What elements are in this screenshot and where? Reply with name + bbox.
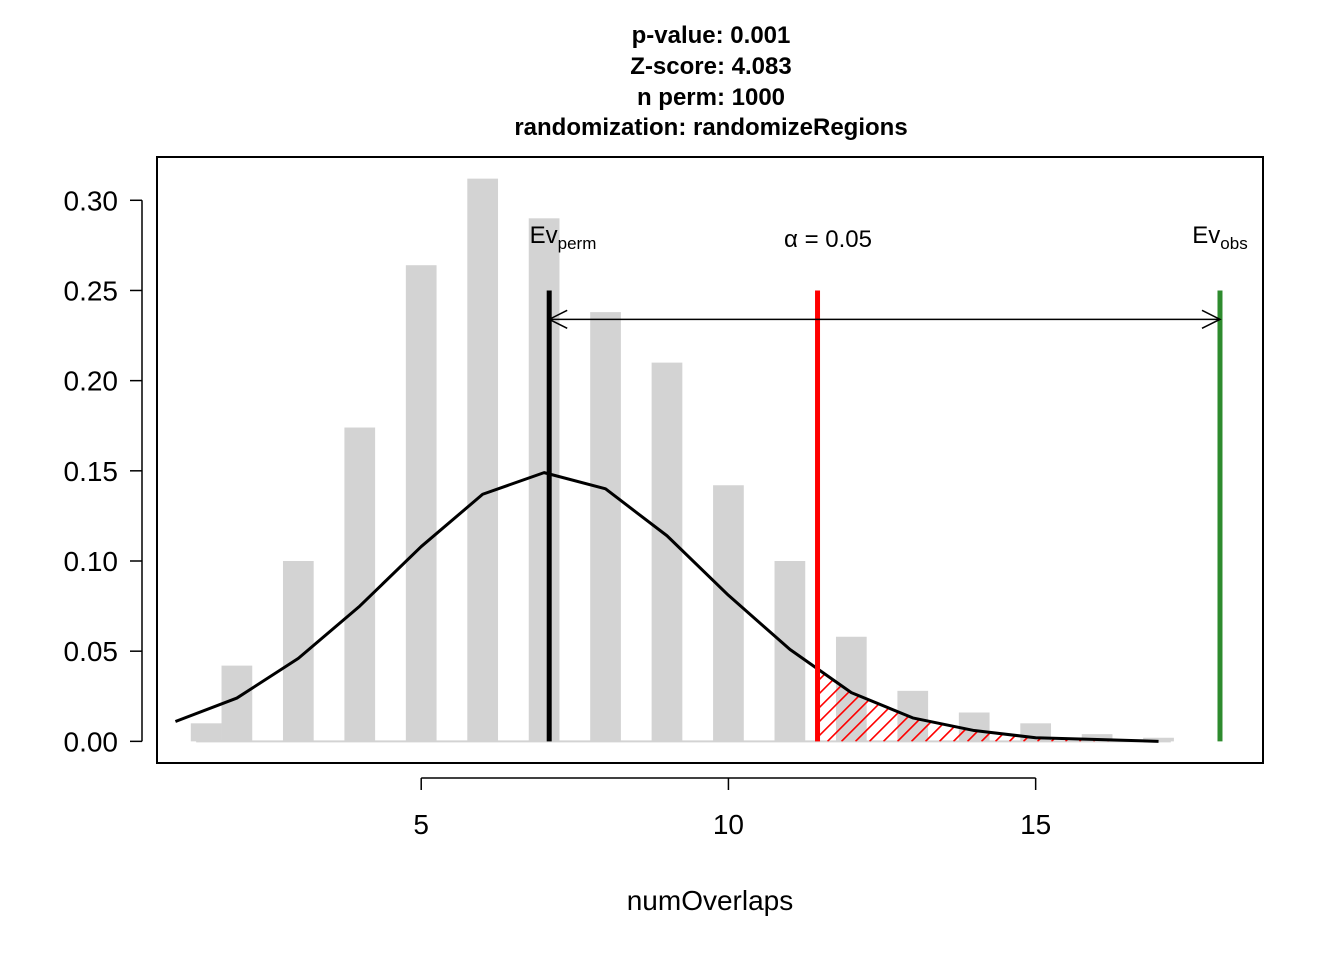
alpha-label: α = 0.05 (784, 226, 872, 253)
hatch-stroke (1148, 668, 1159, 742)
histogram-bar (1143, 737, 1174, 742)
histogram-bar (528, 218, 560, 742)
y-tick-label: 0.10 (64, 546, 119, 577)
distance-arrow (547, 309, 1222, 329)
hatch-stroke (817, 668, 895, 742)
hatch-stroke (1134, 668, 1159, 742)
histogram-bar (190, 723, 222, 742)
hatch-stroke (1036, 668, 1147, 742)
y-tick-label: 0.00 (64, 726, 119, 757)
histogram-bar (651, 362, 683, 742)
histogram-bar (405, 265, 437, 742)
hatch-stroke (1178, 633, 1286, 741)
marker-lines (546, 290, 1223, 742)
ev-perm-label: Evperm (530, 222, 597, 253)
title-line-1: p-value: 0.001 (632, 22, 791, 49)
hatch-stroke (1050, 668, 1159, 742)
y-tick-label: 0.05 (64, 636, 119, 667)
histogram-bars (190, 178, 1174, 743)
y-tick-label: 0.30 (64, 185, 119, 216)
hatch-stroke (1092, 668, 1159, 742)
histogram-bar (835, 636, 867, 742)
hatch-stroke (1192, 633, 1300, 741)
arrow-head-right (1201, 309, 1222, 329)
hatch-stroke (1064, 668, 1159, 742)
hatch-stroke (817, 668, 881, 742)
normal-curve-line (174, 471, 1159, 743)
x-axis: 5 10 15 (413, 777, 1051, 840)
y-tick-label: 0.20 (64, 366, 119, 397)
y-axis: 0.00 0.05 0.10 0.15 0.20 0.25 0.30 (64, 185, 143, 757)
histogram-bar (344, 427, 376, 742)
title-line-4: randomization: randomizeRegions (514, 114, 907, 141)
hatch-stroke (1106, 668, 1159, 742)
histogram-bar (1081, 734, 1113, 742)
histogram-bar (713, 485, 744, 742)
y-tick-label: 0.25 (64, 275, 119, 306)
y-tick-label: 0.15 (64, 456, 119, 487)
x-axis-title: numOverlaps (627, 885, 794, 916)
histogram-bar (467, 178, 499, 742)
title-line-2: Z-score: 4.083 (630, 53, 791, 80)
title-line-3: n perm: 1000 (637, 84, 785, 111)
x-tick-label: 10 (713, 809, 744, 840)
arrow-head-left (547, 309, 568, 329)
ev-obs-label: Evobs (1192, 222, 1247, 253)
histogram-bar (897, 690, 929, 742)
histogram-bar (590, 312, 621, 742)
x-tick-label: 5 (413, 809, 429, 840)
plot-frame (156, 156, 1264, 764)
hatch-stroke (1120, 668, 1159, 742)
hatch-stroke (1078, 668, 1159, 742)
x-tick-label: 15 (1020, 809, 1051, 840)
